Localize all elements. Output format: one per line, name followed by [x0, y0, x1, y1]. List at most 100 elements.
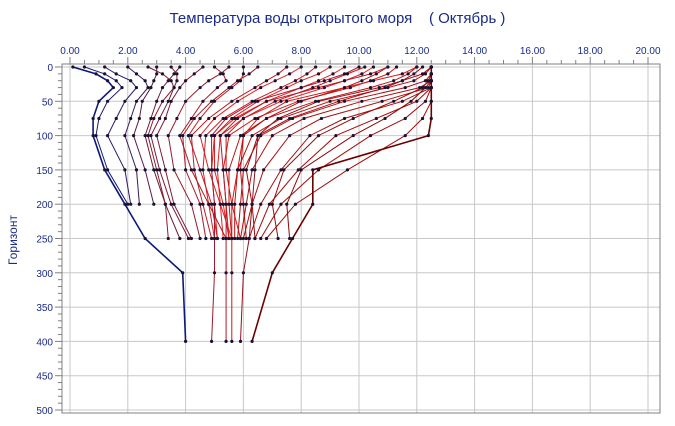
series-point	[238, 79, 243, 83]
series-point	[160, 99, 165, 103]
series-point	[160, 72, 165, 76]
series-point	[152, 116, 156, 121]
series-point	[143, 79, 147, 83]
y-tick-label: 400	[36, 337, 53, 348]
series-point	[285, 85, 289, 90]
series-point	[392, 99, 396, 103]
series-point	[262, 168, 266, 172]
series-point	[140, 99, 144, 103]
series-point	[94, 72, 98, 76]
series-point	[181, 134, 185, 138]
series-point	[299, 85, 303, 90]
series-point	[207, 202, 211, 206]
series-point	[403, 116, 407, 121]
series-point	[331, 72, 335, 76]
series-line	[239, 66, 389, 239]
series-point	[215, 236, 219, 241]
x-tick-label: 4.00	[176, 46, 196, 57]
series-point	[224, 79, 228, 83]
x-tick-label: 16.00	[520, 46, 545, 57]
series-point	[233, 202, 237, 206]
series-point	[259, 202, 263, 206]
series-point	[305, 72, 309, 76]
series-point	[426, 134, 430, 138]
series-point	[155, 72, 159, 76]
series-point	[143, 134, 147, 138]
series-line	[225, 66, 365, 239]
series-point	[423, 72, 428, 76]
series-point	[163, 202, 167, 206]
series-point	[400, 99, 404, 103]
series-point	[146, 85, 150, 90]
series-point	[270, 271, 274, 275]
series-point	[423, 85, 428, 90]
series-point	[394, 65, 399, 69]
series-point	[178, 236, 182, 241]
series-point	[348, 85, 352, 90]
series-point	[299, 65, 303, 69]
series-point	[276, 236, 280, 241]
series-point	[426, 85, 430, 90]
series-point	[256, 134, 260, 138]
series-point	[392, 79, 396, 83]
x-tick-label: 12.00	[404, 46, 429, 57]
y-axis-ticks: 0 50 100 150 200 250 300 350 400 450 500	[36, 63, 62, 417]
series-point	[429, 85, 433, 90]
series-point	[207, 168, 211, 172]
series-point	[253, 85, 257, 90]
series-point	[244, 236, 248, 241]
series-point	[224, 134, 228, 138]
series-point	[273, 99, 277, 103]
series-point	[204, 236, 208, 241]
series-point	[71, 65, 75, 69]
series-point	[342, 99, 347, 103]
series-point	[368, 72, 373, 76]
series-point	[253, 236, 257, 241]
series-point	[155, 65, 159, 69]
series-point	[314, 99, 318, 103]
series-line	[214, 66, 331, 239]
series-point	[201, 202, 205, 206]
series-point	[337, 99, 341, 103]
series-point	[259, 134, 263, 138]
series-point	[244, 202, 248, 206]
series-point	[264, 79, 269, 83]
series-point	[415, 99, 419, 103]
series-point	[241, 271, 245, 275]
series-point	[105, 134, 110, 138]
series-point	[160, 85, 165, 90]
series-point	[426, 79, 430, 83]
series-line	[245, 66, 423, 239]
series-line	[242, 67, 432, 239]
series-point	[383, 116, 387, 121]
series-point	[403, 134, 407, 138]
series-point	[308, 134, 312, 138]
series-lines	[72, 66, 433, 342]
series-point	[285, 202, 289, 206]
series-point	[371, 79, 376, 83]
series-point	[186, 134, 191, 138]
series-point	[368, 79, 373, 83]
series-line	[240, 66, 432, 342]
series-point	[412, 72, 416, 76]
series-point	[212, 271, 217, 275]
series-point	[238, 134, 243, 138]
series-point	[221, 236, 225, 241]
series-point	[198, 134, 202, 138]
y-tick-label: 100	[36, 132, 53, 143]
x-tick-label: 8.00	[291, 46, 311, 57]
series-point	[233, 236, 237, 241]
series-point	[377, 85, 381, 90]
series-line	[147, 66, 178, 239]
series-point	[247, 72, 251, 76]
series-point	[143, 168, 147, 172]
series-point	[218, 72, 222, 76]
series-point	[316, 79, 321, 83]
series-line	[187, 67, 244, 239]
series-point	[126, 65, 130, 69]
series-point	[288, 116, 292, 121]
series-point	[146, 134, 150, 138]
series-point	[279, 202, 283, 206]
series-point	[253, 168, 257, 172]
series-point	[204, 134, 208, 138]
